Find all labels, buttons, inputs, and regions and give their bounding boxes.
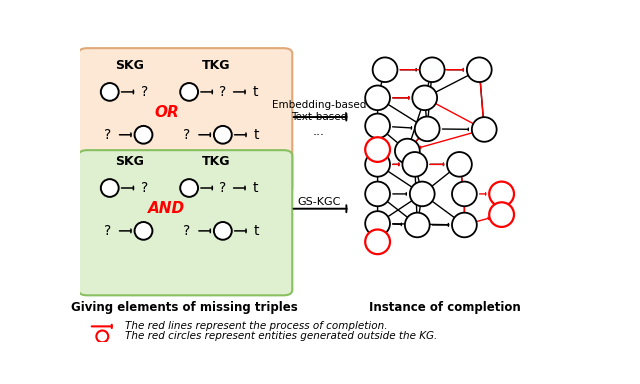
Text: Giving elements of missing triples: Giving elements of missing triples	[71, 301, 298, 314]
Text: ?: ?	[183, 224, 190, 238]
Ellipse shape	[412, 86, 437, 110]
Text: GS-KGC: GS-KGC	[298, 197, 340, 207]
Text: TKG: TKG	[202, 59, 230, 72]
Ellipse shape	[365, 230, 390, 254]
FancyBboxPatch shape	[79, 150, 292, 295]
Ellipse shape	[365, 152, 390, 177]
Ellipse shape	[134, 126, 152, 144]
Text: TKG: TKG	[202, 155, 230, 168]
Ellipse shape	[97, 331, 108, 343]
Text: AND: AND	[148, 201, 186, 216]
Ellipse shape	[365, 86, 390, 110]
Text: ?: ?	[183, 128, 190, 142]
Ellipse shape	[372, 58, 397, 82]
Text: ?: ?	[220, 181, 227, 195]
Ellipse shape	[101, 179, 118, 197]
Ellipse shape	[365, 137, 390, 162]
Text: Text-based: Text-based	[291, 112, 347, 122]
Ellipse shape	[410, 182, 435, 206]
Text: SKG: SKG	[115, 59, 144, 72]
Text: t: t	[253, 224, 259, 238]
Ellipse shape	[365, 182, 390, 206]
Text: ?: ?	[104, 128, 111, 142]
Text: SKG: SKG	[115, 155, 144, 168]
Ellipse shape	[420, 58, 445, 82]
Text: ...: ...	[313, 125, 325, 138]
Ellipse shape	[365, 211, 390, 236]
Ellipse shape	[452, 182, 477, 206]
Ellipse shape	[447, 152, 472, 177]
Text: OR: OR	[154, 105, 179, 120]
Text: The red lines represent the process of completion.: The red lines represent the process of c…	[125, 321, 387, 331]
Ellipse shape	[180, 179, 198, 197]
Ellipse shape	[403, 152, 428, 177]
Text: ?: ?	[104, 224, 111, 238]
Text: The red circles represent entities generated outside the KG.: The red circles represent entities gener…	[125, 331, 437, 341]
Ellipse shape	[472, 117, 497, 142]
Text: Instance of completion: Instance of completion	[369, 301, 520, 314]
Ellipse shape	[405, 213, 429, 237]
Text: t: t	[253, 128, 259, 142]
Ellipse shape	[101, 83, 118, 101]
Text: Embedding-based: Embedding-based	[272, 100, 366, 110]
Ellipse shape	[365, 114, 390, 138]
Ellipse shape	[214, 126, 232, 144]
Ellipse shape	[395, 139, 420, 163]
FancyBboxPatch shape	[79, 48, 292, 193]
Ellipse shape	[489, 182, 514, 206]
Ellipse shape	[452, 213, 477, 237]
Ellipse shape	[180, 83, 198, 101]
Ellipse shape	[489, 202, 514, 227]
Ellipse shape	[415, 117, 440, 141]
Ellipse shape	[134, 222, 152, 240]
Ellipse shape	[467, 58, 492, 82]
Ellipse shape	[214, 222, 232, 240]
Text: t: t	[252, 181, 258, 195]
Text: t: t	[252, 85, 258, 99]
Text: ?: ?	[220, 85, 227, 99]
Text: ?: ?	[141, 181, 148, 195]
Text: ?: ?	[141, 85, 148, 99]
